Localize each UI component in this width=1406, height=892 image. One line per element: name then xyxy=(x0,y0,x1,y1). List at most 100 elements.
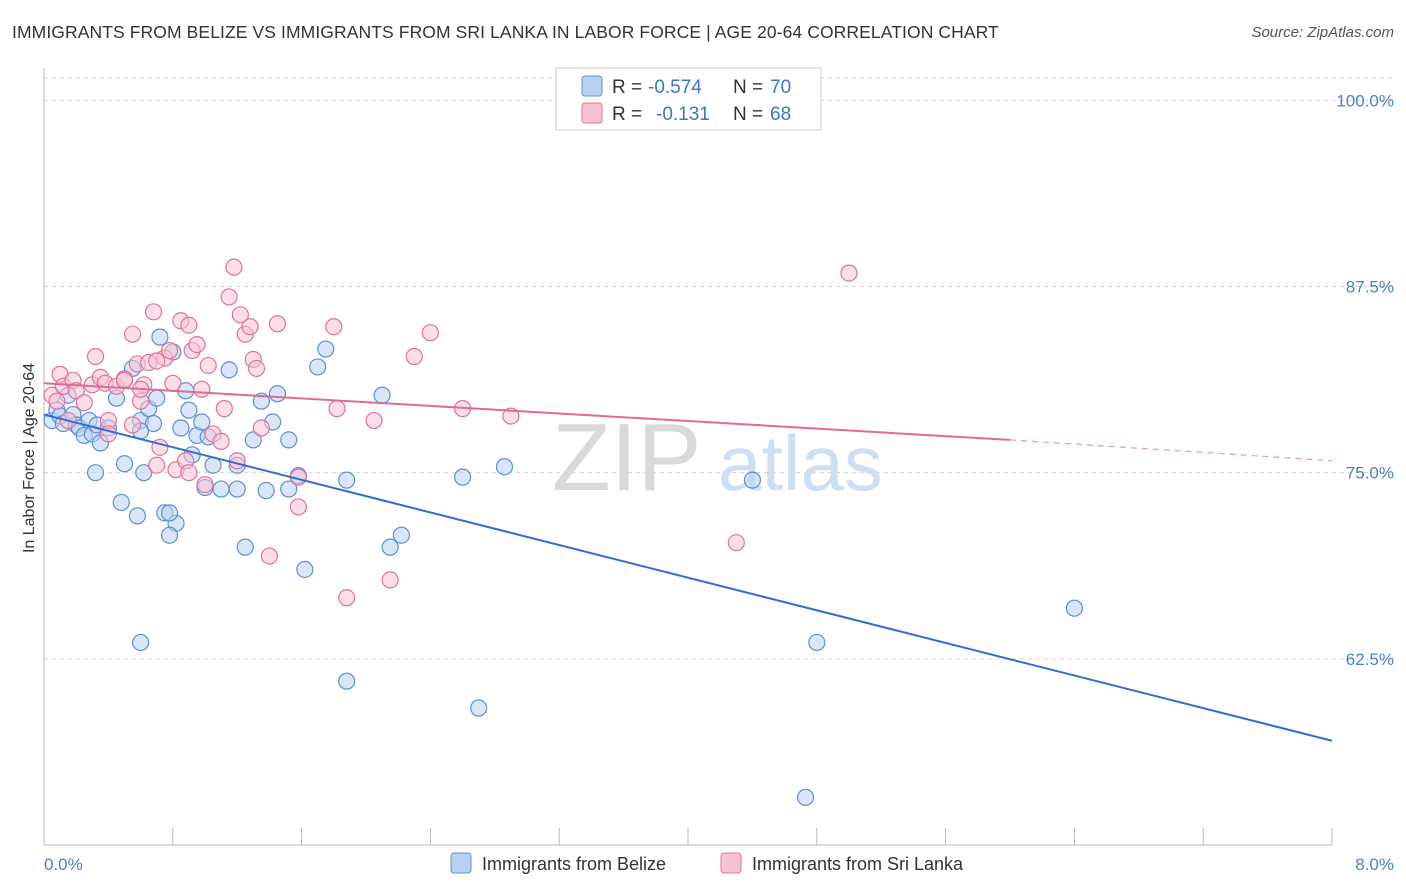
belize-point-67 xyxy=(160,526,179,544)
bottom-legend-swatch-sri-lanka xyxy=(720,852,742,874)
belize-point-26 xyxy=(172,419,190,437)
sri-lanka-point-40 xyxy=(228,452,246,470)
series-sri-lanka-points xyxy=(43,258,858,607)
correlation-legend: R = -0.574 N = 70 R = -0.131 N = 68 xyxy=(555,67,822,131)
legend-r-label-belize: R = xyxy=(612,77,642,98)
sri-lanka-point-32 xyxy=(193,380,211,398)
sri-lanka-point-21 xyxy=(148,456,166,474)
belize-point-28 xyxy=(180,401,198,419)
belize-point-46 xyxy=(296,560,314,579)
trend-line-belize xyxy=(43,413,1333,742)
belize-point-58 xyxy=(86,464,105,482)
sri-lanka-point-55 xyxy=(381,571,399,589)
sri-lanka-point-52 xyxy=(328,400,346,418)
belize-point-65 xyxy=(808,633,826,652)
bottom-legend-label-belize: Immigrants from Belize xyxy=(482,854,666,874)
belize-point-21 xyxy=(148,389,166,407)
sri-lanka-point-20 xyxy=(144,303,163,321)
belize-point-59 xyxy=(112,493,130,512)
legend-swatch-sri-lanka xyxy=(581,102,603,124)
bottom-legend-swatch-belize xyxy=(450,852,472,874)
legend-r-label-sri-lanka: R = xyxy=(612,104,642,125)
legend-n-label-belize: N = xyxy=(733,77,763,98)
sri-lanka-point-25 xyxy=(164,374,182,392)
belize-point-43 xyxy=(268,385,287,403)
trend-line-sri-lanka xyxy=(43,382,1011,441)
belize-point-38 xyxy=(236,538,254,556)
belize-point-49 xyxy=(338,471,356,489)
sri-lanka-point-47 xyxy=(260,547,278,565)
belize-point-53 xyxy=(454,468,472,486)
sri-lanka-point-31 xyxy=(188,335,206,354)
belize-point-61 xyxy=(160,504,179,522)
belize-point-36 xyxy=(220,361,238,379)
sri-lanka-point-7 xyxy=(75,394,93,412)
legend-r-value-sri-lanka: -0.131 xyxy=(656,104,710,125)
sri-lanka-point-57 xyxy=(421,324,439,342)
belize-point-64 xyxy=(470,699,488,717)
legend-r-value-belize: -0.574 xyxy=(648,77,702,98)
sri-lanka-point-56 xyxy=(405,347,423,366)
chart-source: Source: ZipAtlas.com xyxy=(1251,24,1394,41)
watermark-atlas: atlas xyxy=(718,419,883,507)
sri-lanka-point-49 xyxy=(289,498,307,516)
series-belize-points xyxy=(43,328,1084,806)
legend-n-label-sri-lanka: N = xyxy=(733,104,763,125)
belize-point-48 xyxy=(317,340,335,358)
sri-lanka-point-51 xyxy=(325,318,343,336)
watermark: ZIP atlas xyxy=(552,404,883,511)
sri-lanka-point-24 xyxy=(160,341,179,360)
sri-lanka-point-46 xyxy=(252,419,270,437)
y-tick-label-1: 87.5% xyxy=(1346,278,1394,297)
sri-lanka-point-36 xyxy=(212,432,230,450)
belize-point-56 xyxy=(1065,599,1084,617)
belize-point-66 xyxy=(796,788,815,806)
belize-point-47 xyxy=(309,358,327,376)
belize-point-22 xyxy=(151,328,169,346)
belize-point-15 xyxy=(115,455,134,473)
sri-lanka-point-33 xyxy=(196,475,214,494)
legend-swatch-belize xyxy=(581,75,603,97)
sri-lanka-point-62 xyxy=(99,425,118,443)
x-axis-ticks xyxy=(172,828,1333,845)
belize-point-55 xyxy=(743,471,762,489)
y-axis-tick-labels: 100.0% 87.5% 75.0% 62.5% xyxy=(1336,91,1394,668)
sri-lanka-point-53 xyxy=(338,589,356,607)
sri-lanka-point-48 xyxy=(268,315,287,333)
y-tick-label-0: 100.0% xyxy=(1336,91,1394,110)
sri-lanka-point-37 xyxy=(215,400,233,418)
series-legend: Immigrants from Belize Immigrants from S… xyxy=(450,852,964,874)
belize-point-35 xyxy=(212,480,230,498)
sri-lanka-point-15 xyxy=(123,325,142,343)
sri-lanka-point-64 xyxy=(123,416,142,434)
belize-point-50 xyxy=(373,386,391,404)
belize-point-52 xyxy=(392,526,411,544)
watermark-zip: ZIP xyxy=(552,404,701,511)
belize-point-57 xyxy=(132,633,150,652)
sri-lanka-point-38 xyxy=(220,288,238,306)
belize-point-44 xyxy=(280,480,298,498)
sri-lanka-point-65 xyxy=(115,371,134,389)
sri-lanka-point-29 xyxy=(180,316,198,334)
belize-point-54 xyxy=(495,458,514,476)
legend-n-value-sri-lanka: 68 xyxy=(770,104,791,125)
sri-lanka-point-34 xyxy=(199,356,217,375)
sri-lanka-point-39 xyxy=(225,258,243,276)
sri-lanka-point-41 xyxy=(231,306,250,324)
sri-lanka-point-43 xyxy=(241,318,259,336)
x-tick-label-min: 0.0% xyxy=(44,855,83,874)
belize-point-51 xyxy=(381,538,399,556)
y-tick-label-2: 75.0% xyxy=(1346,464,1394,483)
y-axis-label: In Labor Force | Age 20-64 xyxy=(21,363,38,553)
belize-point-60 xyxy=(128,507,146,525)
sri-lanka-point-45 xyxy=(247,359,266,378)
bottom-legend-label-sri-lanka: Immigrants from Sri Lanka xyxy=(752,854,964,874)
sri-lanka-point-60 xyxy=(727,534,745,552)
belize-point-20 xyxy=(144,414,163,433)
belize-point-18 xyxy=(135,464,153,482)
chart-title: IMMIGRANTS FROM BELIZE VS IMMIGRANTS FRO… xyxy=(12,22,999,42)
x-tick-label-max: 8.0% xyxy=(1355,855,1394,874)
belize-point-31 xyxy=(193,413,211,431)
belize-point-39 xyxy=(244,431,262,449)
trend-line-sri-lanka-extension xyxy=(1009,439,1333,462)
